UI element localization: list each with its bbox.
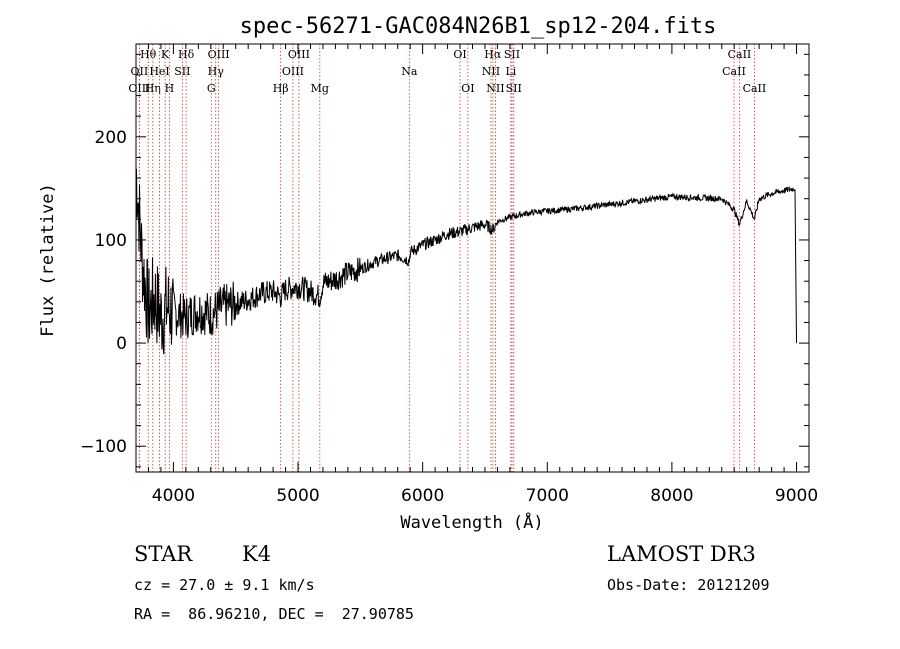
object-class: STAR [134,542,193,566]
line-label: CaII [722,65,746,78]
x-tick-label: 6000 [401,486,444,506]
line-label: CaII [743,82,767,95]
line-label: Na [401,65,418,78]
line-label: NII [486,82,504,95]
x-axis-label: Wavelength (Å) [400,511,543,533]
object-subclass: K4 [242,542,271,566]
line-label: OI [461,82,474,95]
line-label: OIII [128,82,150,95]
plot-frame [135,43,810,473]
line-label: OI [453,48,466,61]
line-label: SII [504,48,520,61]
y-tick-label: 100 [95,231,127,251]
y-tick-label: −100 [80,437,127,457]
line-label: SII [174,65,190,78]
coordinates: RA = 86.96210, DEC = 27.90785 [134,605,414,623]
x-tick-label: 9000 [775,486,818,506]
line-label: Li [505,65,516,78]
line-label: OII [131,65,149,78]
line-label: OIII [288,48,310,61]
x-tick-label: 7000 [526,486,569,506]
line-label: K [161,48,170,61]
survey-label: LAMOST DR3 [607,542,756,566]
y-tick-label: 200 [95,128,127,148]
chart-title: spec-56271-GAC084N26B1_sp12-204.fits [240,14,717,39]
line-label: Hγ [208,65,225,78]
line-label: G [207,82,216,95]
y-tick-label: 0 [116,334,127,354]
line-label: Hθ [140,48,157,61]
x-tick-label: 5000 [276,486,319,506]
line-label: SII [506,82,522,95]
y-axis-label: Flux (relative) [38,183,58,337]
line-label: HeI [149,65,169,78]
line-label: Hα [484,48,502,61]
line-label: H [165,82,175,95]
x-tick-label: 8000 [650,486,693,506]
line-label: CaII [728,48,752,61]
x-tick-label: 4000 [152,486,195,506]
line-label: NII [482,65,500,78]
line-label: Hη [145,82,161,95]
line-label: Hβ [273,82,289,95]
line-label: Hδ [178,48,195,61]
obs-date: Obs-Date: 20121209 [607,576,770,594]
redshift-cz: cz = 27.0 ± 9.1 km/s [134,576,315,594]
line-label: Mg [311,82,329,95]
line-label: OIII [282,65,304,78]
line-label: OIII [208,48,230,61]
spectrum-series-line [135,168,797,355]
